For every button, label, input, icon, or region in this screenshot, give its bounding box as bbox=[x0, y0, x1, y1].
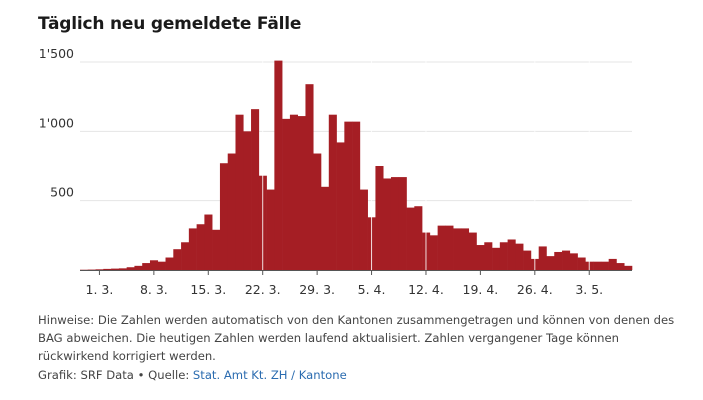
bar bbox=[460, 228, 470, 270]
bar bbox=[243, 131, 252, 270]
x-tick-label: 22. 3. bbox=[245, 282, 281, 297]
footer: Grafik: SRF Data • Quelle: Stat. Amt Kt.… bbox=[38, 368, 347, 382]
bar bbox=[111, 268, 120, 270]
bar bbox=[188, 228, 197, 270]
bar bbox=[103, 268, 112, 270]
bar bbox=[321, 186, 330, 270]
bar bbox=[328, 114, 337, 270]
y-tick-label: 1'500 bbox=[39, 46, 74, 61]
x-tick-label: 29. 3. bbox=[299, 282, 335, 297]
bar bbox=[165, 257, 174, 270]
notes-text: Hinweise: Die Zahlen werden automatisch … bbox=[38, 313, 675, 363]
bar bbox=[219, 163, 229, 270]
bar bbox=[507, 239, 516, 270]
source-label: Quelle: bbox=[148, 368, 190, 382]
bar bbox=[484, 242, 493, 270]
bar bbox=[499, 242, 508, 270]
bar bbox=[515, 243, 524, 270]
bar bbox=[227, 153, 236, 270]
bar bbox=[134, 265, 143, 270]
bar bbox=[569, 253, 578, 270]
bar bbox=[173, 249, 182, 270]
bar bbox=[538, 246, 547, 270]
x-tick-label: 5. 4. bbox=[358, 282, 386, 297]
bar bbox=[390, 177, 400, 270]
bar bbox=[375, 166, 384, 270]
bar bbox=[126, 267, 135, 270]
bar bbox=[313, 153, 322, 270]
bar bbox=[453, 228, 462, 270]
y-axis: 500 1'000 1'500 bbox=[39, 46, 74, 200]
bar bbox=[546, 256, 555, 270]
bar bbox=[523, 250, 532, 270]
x-tick-label: 3. 5. bbox=[575, 282, 603, 297]
bar bbox=[429, 235, 438, 270]
bar bbox=[383, 178, 392, 270]
bar bbox=[305, 84, 314, 270]
bar bbox=[616, 263, 625, 270]
x-tick-label: 19. 4. bbox=[463, 282, 499, 297]
bar bbox=[251, 109, 260, 271]
bar bbox=[95, 269, 104, 270]
bar bbox=[289, 114, 298, 270]
source-link[interactable]: Stat. Amt Kt. ZH / Kantone bbox=[192, 368, 347, 382]
bars bbox=[80, 60, 633, 271]
bar bbox=[577, 257, 586, 270]
x-tick-label: 26. 4. bbox=[517, 282, 553, 297]
bar bbox=[562, 250, 571, 270]
x-axis: 1. 3. 8. 3. 15. 3. 22. 3. 29. 3. 5. 4. 12. 4. 1… bbox=[86, 270, 603, 297]
bar bbox=[344, 121, 353, 270]
bar bbox=[437, 225, 446, 270]
bar bbox=[406, 207, 415, 270]
bar bbox=[468, 232, 477, 270]
bar bbox=[476, 245, 485, 270]
bar bbox=[274, 60, 283, 270]
bar bbox=[554, 251, 563, 270]
bar bbox=[235, 114, 244, 270]
x-tick-label: 1. 3. bbox=[86, 282, 114, 297]
x-tick-label: 8. 3. bbox=[140, 282, 168, 297]
y-tick-label: 1'000 bbox=[39, 115, 74, 130]
bar bbox=[204, 214, 213, 270]
bar bbox=[608, 258, 617, 270]
bar bbox=[414, 206, 423, 270]
x-tick-label: 12. 4. bbox=[408, 282, 444, 297]
bar bbox=[282, 118, 291, 270]
bar bbox=[181, 242, 190, 270]
y-tick-label: 500 bbox=[50, 185, 74, 200]
bar bbox=[118, 268, 127, 270]
bar bbox=[359, 189, 368, 270]
bar bbox=[212, 229, 221, 270]
bar bbox=[266, 189, 275, 270]
bar bbox=[593, 261, 602, 270]
bar bbox=[336, 142, 345, 270]
bar bbox=[196, 224, 205, 270]
bar bbox=[157, 261, 166, 270]
chart-title: Täglich neu gemeldete Fälle bbox=[38, 14, 302, 34]
bar-chart: 500 1'000 1'500 1. 3. 8. 3. 15. 3. 22. 3. 29. … bbox=[39, 46, 633, 297]
week-markers bbox=[262, 57, 590, 270]
bar bbox=[624, 265, 633, 270]
bar bbox=[600, 261, 609, 270]
bar bbox=[352, 121, 361, 270]
bar bbox=[149, 260, 159, 270]
graphic-credit: Grafik: SRF Data bbox=[38, 368, 134, 382]
bar bbox=[492, 247, 501, 270]
bar bbox=[398, 177, 407, 270]
x-tick-label: 15. 3. bbox=[190, 282, 226, 297]
bar bbox=[297, 116, 306, 270]
bar bbox=[142, 263, 151, 270]
bar bbox=[445, 225, 454, 270]
footer-bullet: • bbox=[137, 368, 145, 382]
